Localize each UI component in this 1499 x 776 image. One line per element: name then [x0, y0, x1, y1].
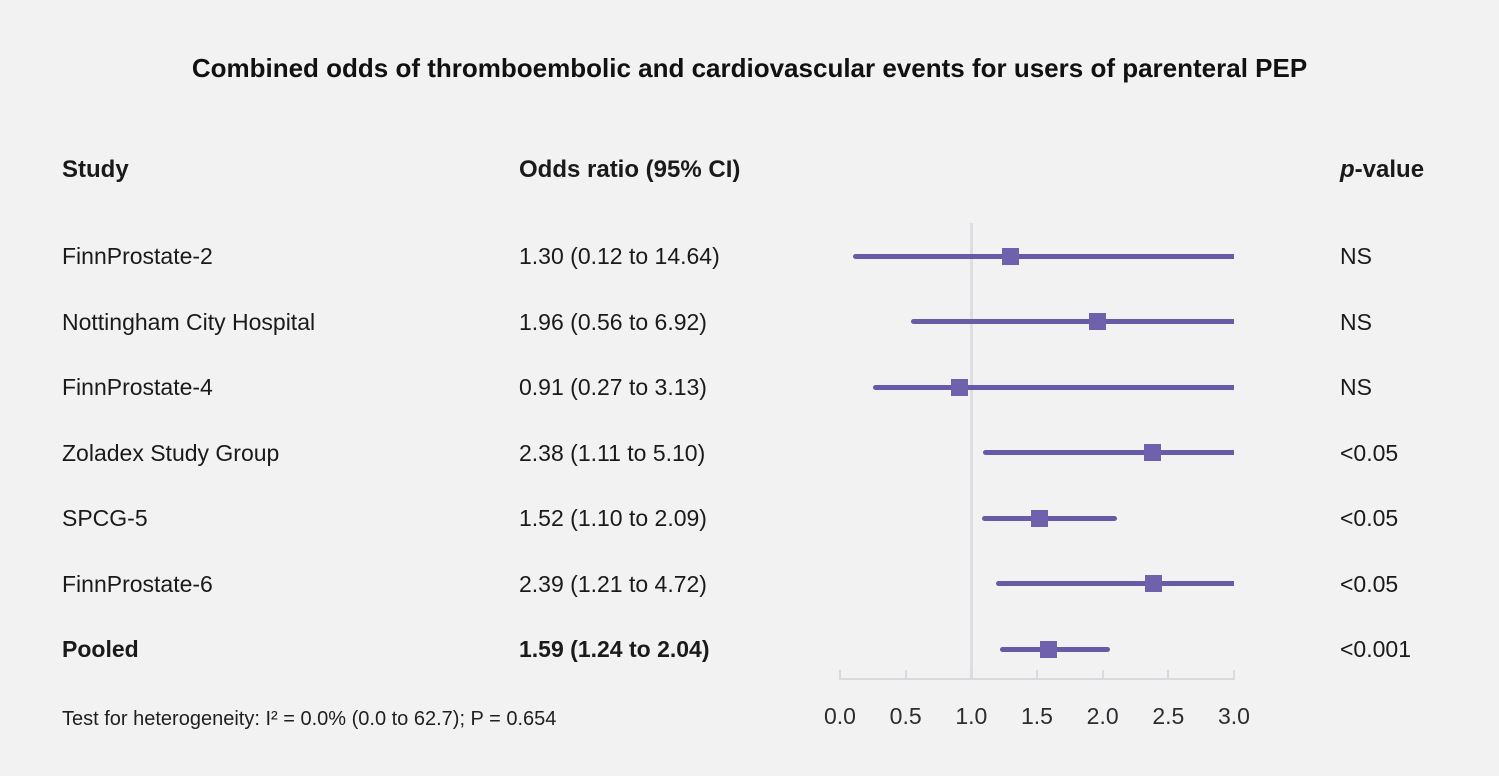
axis-tick [1101, 670, 1104, 678]
p-value: <0.05 [1340, 571, 1399, 597]
p-value: <0.05 [1340, 440, 1399, 466]
table-row: FinnProstate-6 2.39 (1.21 to 4.72) <0.05 [0, 568, 1499, 600]
p-value: <0.05 [1340, 505, 1399, 531]
x-axis-line [839, 678, 1235, 680]
study-name: FinnProstate-6 [62, 571, 213, 597]
p-value: <0.001 [1340, 636, 1411, 662]
study-name: FinnProstate-2 [62, 243, 213, 269]
axis-tick [904, 670, 907, 678]
study-name: Zoladex Study Group [62, 440, 280, 466]
odds-ratio-value: 1.30 (0.12 to 14.64) [519, 243, 720, 269]
column-header-study: Study [62, 156, 129, 183]
axis-tick [1233, 670, 1235, 678]
column-header-odds-ratio: Odds ratio (95% CI) [519, 156, 741, 183]
axis-tick-label: 3.0 [1218, 703, 1250, 729]
axis-tick-label: 0.5 [889, 703, 922, 729]
table-row-pooled: Pooled 1.59 (1.24 to 2.04) <0.001 [0, 633, 1499, 665]
heterogeneity-footnote: Test for heterogeneity: I² = 0.0% (0.0 t… [62, 708, 557, 730]
odds-ratio-value: 1.52 (1.10 to 2.09) [519, 505, 707, 531]
study-name: SPCG-5 [62, 505, 148, 531]
axis-tick [1036, 670, 1038, 678]
axis-tick [970, 670, 973, 678]
table-row: Zoladex Study Group 2.38 (1.11 to 5.10) … [0, 437, 1499, 469]
axis-tick-label: 2.5 [1152, 703, 1185, 729]
odds-ratio-value: 2.38 (1.11 to 5.10) [519, 440, 706, 466]
odds-ratio-value: 2.39 (1.21 to 4.72) [519, 571, 707, 597]
figure-title: Combined odds of thromboembolic and card… [191, 53, 1308, 83]
column-header-row: Study Odds ratio (95% CI) p-value [0, 154, 1499, 186]
table-row: FinnProstate-2 1.30 (0.12 to 14.64) NS [0, 240, 1499, 272]
p-value: NS [1340, 309, 1372, 335]
study-name: FinnProstate-4 [62, 374, 213, 400]
axis-tick-label: 0.0 [824, 703, 856, 729]
column-header-pvalue: p-value [1340, 154, 1424, 186]
axis-tick [839, 670, 841, 678]
axis-tick-label: 1.0 [955, 703, 988, 729]
pvalue-header-suffix: -value [1354, 156, 1425, 183]
study-name: Nottingham City Hospital [62, 309, 316, 335]
axis-tick-label: 1.5 [1021, 703, 1053, 729]
pvalue-header-p: p [1340, 156, 1355, 183]
odds-ratio-value: 1.96 (0.56 to 6.92) [519, 309, 707, 335]
table-row: SPCG-5 1.52 (1.10 to 2.09) <0.05 [0, 502, 1499, 534]
odds-ratio-value: 1.59 (1.24 to 2.04) [519, 636, 710, 662]
axis-tick-label: 2.0 [1086, 703, 1119, 729]
axis-tick [1167, 670, 1170, 678]
odds-ratio-value: 0.91 (0.27 to 3.13) [519, 374, 707, 400]
table-row: FinnProstate-4 0.91 (0.27 to 3.13) NS [0, 371, 1499, 403]
study-name: Pooled [62, 636, 139, 662]
p-value: NS [1340, 374, 1372, 400]
table-row: Nottingham City Hospital 1.96 (0.56 to 6… [0, 306, 1499, 338]
p-value: NS [1340, 243, 1372, 269]
